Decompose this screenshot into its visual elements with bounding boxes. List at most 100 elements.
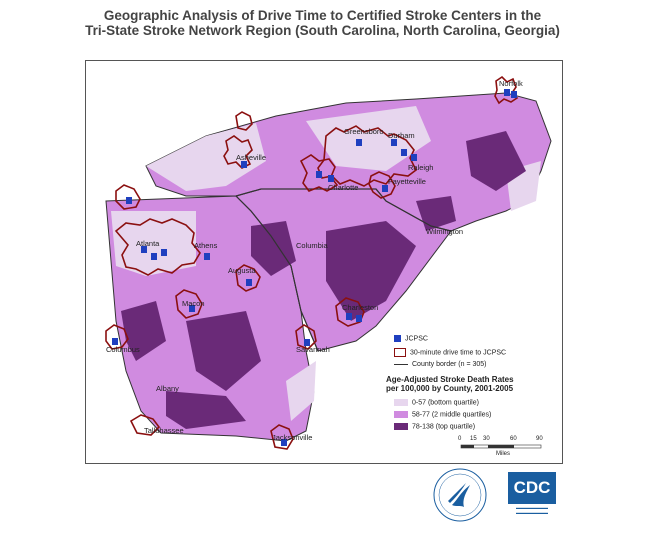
map-frame: Norfolk Greensboro Durham Raleigh Ashevi… — [85, 60, 563, 464]
low-rate-area-nc-west — [146, 123, 266, 191]
high-rate-area-2 — [251, 221, 296, 276]
jcpsc-marker — [151, 253, 157, 260]
city-label-charlotte: Charlotte — [328, 183, 359, 192]
jcpsc-marker — [204, 253, 210, 260]
legend-jcpsc-label: JCPSC — [405, 335, 428, 343]
jcpsc-markers — [112, 89, 517, 446]
scale-tick-30: 30 — [483, 436, 490, 442]
high-rate-area-3 — [186, 311, 261, 391]
city-label-augusta: Augusta — [228, 266, 256, 275]
scale-tick-0: 0 — [458, 436, 462, 442]
legend-class-low: 0-57 (bottom quartile) — [394, 399, 479, 406]
cdc-logo: CDC — [508, 472, 556, 504]
low-rate-area-piedmont — [306, 106, 431, 171]
jcpsc-legend-icon — [394, 335, 401, 342]
scale-bar-graphic — [460, 444, 542, 449]
high-rate-area-1 — [326, 221, 416, 321]
city-label-savannah: Savannah — [296, 345, 330, 354]
city-label-wilmington: Wilmington — [426, 227, 464, 236]
jcpsc-marker — [346, 313, 352, 320]
legend-county-border-label: County border (n = 305) — [412, 361, 487, 368]
legend-class-high-label: 78-138 (top quartile) — [412, 423, 476, 431]
city-label-greensboro: Greensboro — [344, 127, 384, 136]
state-border-nc-sc — [235, 188, 452, 232]
drive-time-ga-north — [115, 184, 141, 210]
low-rate-area-atlanta — [111, 211, 196, 276]
jcpsc-marker — [246, 279, 252, 286]
drive-time-jacksonville — [270, 424, 294, 450]
legend-class-mid: 58-77 (2 middle quartiles) — [394, 411, 491, 418]
title-line-1: Geographic Analysis of Drive Time to Cer… — [103, 8, 542, 23]
jcpsc-marker — [411, 154, 417, 161]
jcpsc-marker — [281, 439, 287, 446]
city-label-athens: Athens — [194, 241, 218, 250]
county-border-legend-icon — [394, 363, 408, 365]
hhs-eagle-icon — [433, 468, 487, 522]
city-label-raleigh: Raleigh — [408, 163, 434, 172]
legend-class-high: 78-138 (top quartile) — [394, 423, 475, 430]
city-label-jacksonville: Jacksonville — [272, 433, 313, 442]
legend-swatch-mid — [394, 411, 408, 418]
jcpsc-marker — [161, 249, 167, 256]
drive-time-nw-corner — [235, 111, 253, 131]
low-rate-area-coast — [286, 361, 316, 421]
map-legend: JCPSC 30-minute drive time to JCPSC Coun… — [386, 333, 556, 453]
jcpsc-marker — [316, 171, 322, 178]
city-label-columbus: Columbus — [106, 345, 140, 354]
legend-swatch-low — [394, 399, 408, 406]
drive-time-columbus — [105, 324, 129, 350]
scale-unit: Miles — [496, 451, 511, 457]
map-svg — [105, 75, 552, 450]
drive-time-savannah — [295, 324, 317, 350]
scale-bar: 0 15 30 60 90 Miles — [456, 436, 546, 458]
city-label-durham: Durham — [388, 131, 415, 140]
city-label-albany: Albany — [156, 384, 179, 393]
jcpsc-marker — [141, 246, 147, 253]
drive-time-charlotte — [299, 154, 339, 192]
high-rate-area-6 — [416, 196, 456, 231]
legend-drive-time: 30-minute drive time to JCPSC — [394, 348, 506, 357]
legend-county-border: County border (n = 305) — [394, 361, 487, 368]
legend-heading-line-1: Age-Adjusted Stroke Death Rates — [386, 375, 514, 384]
map-title: Geographic Analysis of Drive Time to Cer… — [0, 8, 645, 38]
jcpsc-marker — [328, 175, 334, 182]
city-label-norfolk: Norfolk — [499, 79, 523, 88]
drive-time-legend-icon — [394, 348, 406, 357]
high-rate-area-4 — [121, 301, 166, 361]
city-label-charleston: Charleston — [342, 303, 379, 312]
jcpsc-marker — [504, 89, 510, 96]
drive-time-fayetteville — [368, 171, 396, 199]
jcpsc-marker — [382, 185, 388, 192]
jcpsc-marker — [189, 305, 195, 312]
scale-tick-90: 90 — [536, 436, 543, 442]
city-label-columbia: Columbia — [296, 241, 328, 250]
jcpsc-marker — [112, 338, 118, 345]
legend-heading: Age-Adjusted Stroke Death Rates per 100,… — [386, 375, 514, 393]
city-label-atlanta: Atlanta — [136, 239, 160, 248]
jcpsc-marker — [401, 149, 407, 156]
drive-time-asheville — [223, 135, 253, 169]
hhs-seal-logo — [430, 465, 490, 530]
state-border-ga-sc — [235, 195, 319, 352]
city-label-macon: Macon — [182, 299, 205, 308]
legend-drive-time-label: 30-minute drive time to JCPSC — [410, 349, 507, 357]
high-rate-area-7 — [166, 391, 246, 429]
jcpsc-marker — [304, 339, 310, 346]
jcpsc-marker — [391, 139, 397, 146]
legend-class-mid-label: 58-77 (2 middle quartiles) — [412, 411, 492, 419]
city-label-fayetteville: Fayetteville — [388, 177, 426, 186]
jcpsc-marker — [126, 197, 132, 204]
drive-time-outlines — [105, 75, 519, 450]
high-rate-area-5 — [466, 131, 526, 191]
jcpsc-marker — [511, 91, 517, 98]
legend-swatch-high — [394, 423, 408, 430]
drive-time-macon — [175, 289, 203, 319]
legend-class-low-label: 0-57 (bottom quartile) — [412, 399, 479, 407]
drive-time-augusta — [235, 264, 261, 292]
drive-time-tallahassee — [129, 414, 161, 436]
scale-tick-15: 15 — [470, 436, 477, 442]
legend-jcpsc: JCPSC — [394, 335, 428, 342]
jcpsc-marker — [356, 315, 362, 322]
scale-tick-60: 60 — [510, 436, 517, 442]
jcpsc-marker — [356, 139, 362, 146]
